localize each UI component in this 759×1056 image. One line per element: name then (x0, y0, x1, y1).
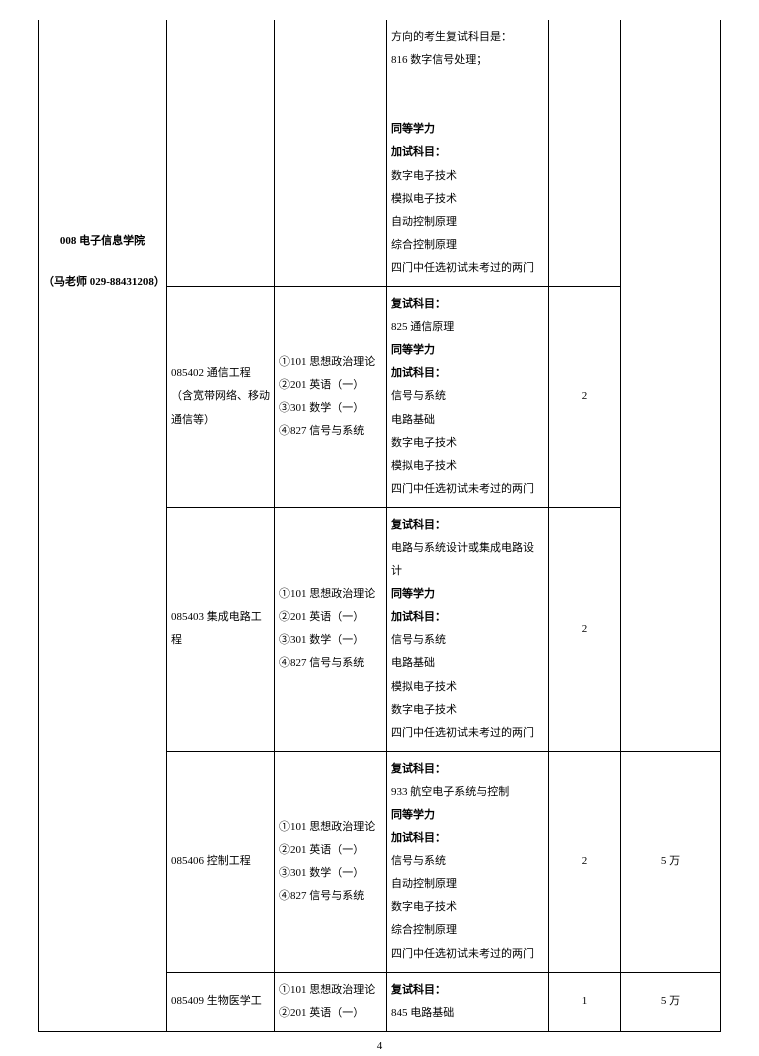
page-container: 008 电子信息学院 （马老师 029-88431208） 方向的考生复试科目是：8… (0, 0, 759, 1056)
exam-cell: ①101 思想政治理论②201 英语（一）③301 数学（一）④827 信号与系… (275, 287, 387, 508)
remark-cell: 复试科目：825 通信原理同等学力加试科目：信号与系统电路基础数字电子技术模拟电… (387, 287, 549, 508)
exam-cell: ①101 思想政治理论②201 英语（一）③301 数学（一）④827 信号与系… (275, 751, 387, 972)
fee-cell (621, 20, 721, 751)
catalog-table: 008 电子信息学院 （马老师 029-88431208） 方向的考生复试科目是：8… (38, 20, 721, 1032)
major-cell (167, 20, 275, 287)
num-cell (549, 20, 621, 287)
exam-cell (275, 20, 387, 287)
table-row: 008 电子信息学院（马老师 029-88431208）方向的考生复试科目是：8… (39, 20, 721, 287)
dept-cell: 008 电子信息学院 （马老师 029-88431208） (39, 20, 167, 1031)
remark-cell: 复试科目：电路与系统设计或集成电路设计同等学力加试科目：信号与系统电路基础模拟电… (387, 507, 549, 751)
num-cell: 1 (549, 972, 621, 1031)
major-cell: 085403 集成电路工程 (167, 507, 275, 751)
fee-cell: 5 万 (621, 972, 721, 1031)
page-number: 4 (0, 1036, 759, 1056)
num-cell: 2 (549, 287, 621, 508)
major-cell: 085406 控制工程 (167, 751, 275, 972)
remark-cell: 复试科目：933 航空电子系统与控制同等学力加试科目：信号与系统自动控制原理数字… (387, 751, 549, 972)
dept-contact: （马老师 029-88431208） (43, 271, 162, 294)
major-cell: 085409 生物医学工 (167, 972, 275, 1031)
major-cell: 085402 通信工程（含宽带网络、移动通信等） (167, 287, 275, 508)
fee-cell: 5 万 (621, 751, 721, 972)
dept-code-name: 008 电子信息学院 (43, 230, 162, 253)
num-cell: 2 (549, 751, 621, 972)
remark-cell: 复试科目：845 电路基础 (387, 972, 549, 1031)
exam-cell: ①101 思想政治理论②201 英语（一） (275, 972, 387, 1031)
remark-cell: 方向的考生复试科目是：816 数字信号处理；同等学力加试科目：数字电子技术模拟电… (387, 20, 549, 287)
num-cell: 2 (549, 507, 621, 751)
table-wrapper: 008 电子信息学院 （马老师 029-88431208） 方向的考生复试科目是：8… (0, 0, 759, 1036)
exam-cell: ①101 思想政治理论②201 英语（一）③301 数学（一）④827 信号与系… (275, 507, 387, 751)
